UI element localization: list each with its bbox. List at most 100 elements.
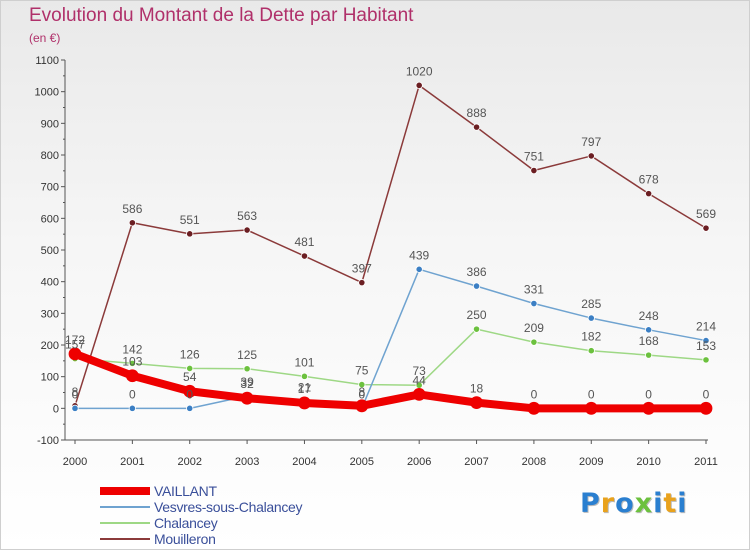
series-lines (71, 84, 710, 413)
data-point (645, 190, 653, 198)
data-point (358, 279, 366, 287)
x-tick-label: 2002 (177, 456, 201, 468)
data-label: 1020 (406, 64, 433, 78)
proxiti-logo: Proxiti (580, 488, 688, 519)
data-label: 17 (298, 382, 312, 396)
y-tick-label: 900 (41, 118, 59, 130)
data-label: 0 (531, 387, 538, 401)
data-label: 0 (645, 387, 652, 401)
logo-letter: i (653, 488, 664, 519)
x-tick-label: 2003 (235, 456, 259, 468)
y-tick-label: 400 (41, 277, 59, 289)
data-label: 0 (72, 387, 79, 401)
legend-swatch-chalancey (100, 522, 150, 524)
x-tick-label: 2005 (350, 456, 374, 468)
data-point (300, 372, 309, 380)
data-label: 39 (240, 375, 254, 389)
data-point (699, 401, 713, 415)
logo-letter: i (677, 488, 688, 519)
data-label: 103 (122, 355, 142, 369)
data-label: 331 (524, 283, 544, 297)
data-point (128, 219, 136, 227)
data-label: 18 (470, 382, 484, 396)
x-tick-label: 2011 (694, 456, 718, 468)
data-label: 75 (355, 364, 369, 378)
data-labels: 8 586 551 563 481 397 1020 888 751 797 678 569 157 14… (65, 64, 716, 401)
y-tick-label: 500 (41, 245, 59, 257)
data-label: 8 (358, 385, 365, 399)
series-points (68, 81, 713, 415)
data-point (530, 166, 538, 175)
data-label: 563 (237, 209, 257, 223)
x-tick-label: 2001 (120, 456, 144, 468)
data-label: 248 (639, 309, 659, 323)
data-label: 8 (72, 385, 79, 399)
data-point (527, 401, 541, 415)
chart-subtitle: (en €) (29, 31, 61, 45)
data-label: 285 (581, 297, 601, 311)
data-label: 32 (240, 377, 254, 391)
x-tick-label: 2008 (522, 456, 546, 468)
data-label: 678 (639, 173, 659, 187)
data-label: 551 (180, 213, 200, 227)
data-point (530, 338, 538, 346)
data-point (645, 326, 653, 334)
data-label: 386 (467, 265, 487, 279)
data-point (702, 356, 710, 364)
data-label: 0 (186, 387, 193, 401)
data-point (530, 299, 538, 308)
x-tick-label: 2000 (63, 456, 87, 468)
data-point (415, 81, 423, 89)
data-label: 157 (65, 338, 85, 352)
data-label: 209 (524, 321, 544, 335)
data-point (68, 347, 82, 361)
data-point (587, 347, 595, 355)
data-label: 172 (65, 333, 85, 347)
data-label: 101 (294, 355, 314, 369)
x-tick-label: 2009 (579, 456, 603, 468)
legend-swatch-vaillant (100, 487, 150, 495)
y-tick-label: 100 (41, 372, 59, 384)
logo-letter: r (600, 488, 616, 519)
y-tick-label: 800 (41, 150, 59, 162)
data-point (645, 351, 653, 359)
data-point (186, 404, 194, 412)
logo-letter: x (634, 488, 654, 519)
data-point (128, 404, 136, 412)
data-point (642, 401, 656, 415)
data-point (298, 396, 311, 410)
data-label: 250 (467, 308, 487, 322)
data-point (702, 336, 710, 345)
series-line (74, 268, 707, 410)
y-tick-label: -100 (37, 435, 59, 447)
data-point (300, 252, 309, 260)
logo-letter: t (663, 488, 678, 519)
legend-label-vesvres: Vesvres-sous-Chalancey (154, 499, 303, 515)
x-tick-label: 2004 (292, 456, 316, 468)
data-point (587, 152, 595, 160)
data-point (125, 369, 139, 383)
legend-label-vaillant: VAILLANT (154, 483, 217, 499)
data-label: 73 (413, 364, 427, 378)
data-label: 586 (122, 202, 142, 216)
data-point (243, 226, 251, 234)
y-tick-label: 0 (53, 403, 59, 415)
legend-swatch-vesvres (100, 506, 150, 508)
data-point (584, 401, 598, 415)
chart-title: Evolution du Montant de la Dette par Hab… (29, 5, 414, 26)
data-point (470, 396, 483, 410)
y-tick-label: 300 (41, 308, 59, 320)
series-line (74, 84, 707, 407)
data-point (702, 224, 710, 232)
data-label: 0 (358, 387, 365, 401)
data-label: 397 (352, 262, 372, 276)
series-line (74, 328, 707, 386)
data-point (472, 325, 481, 333)
legend-label-chalancey: Chalancey (154, 515, 218, 531)
logo-letter: P (580, 488, 601, 519)
data-point (472, 282, 481, 290)
series-line (71, 349, 710, 413)
data-point (71, 404, 79, 412)
data-label: 0 (129, 387, 136, 401)
